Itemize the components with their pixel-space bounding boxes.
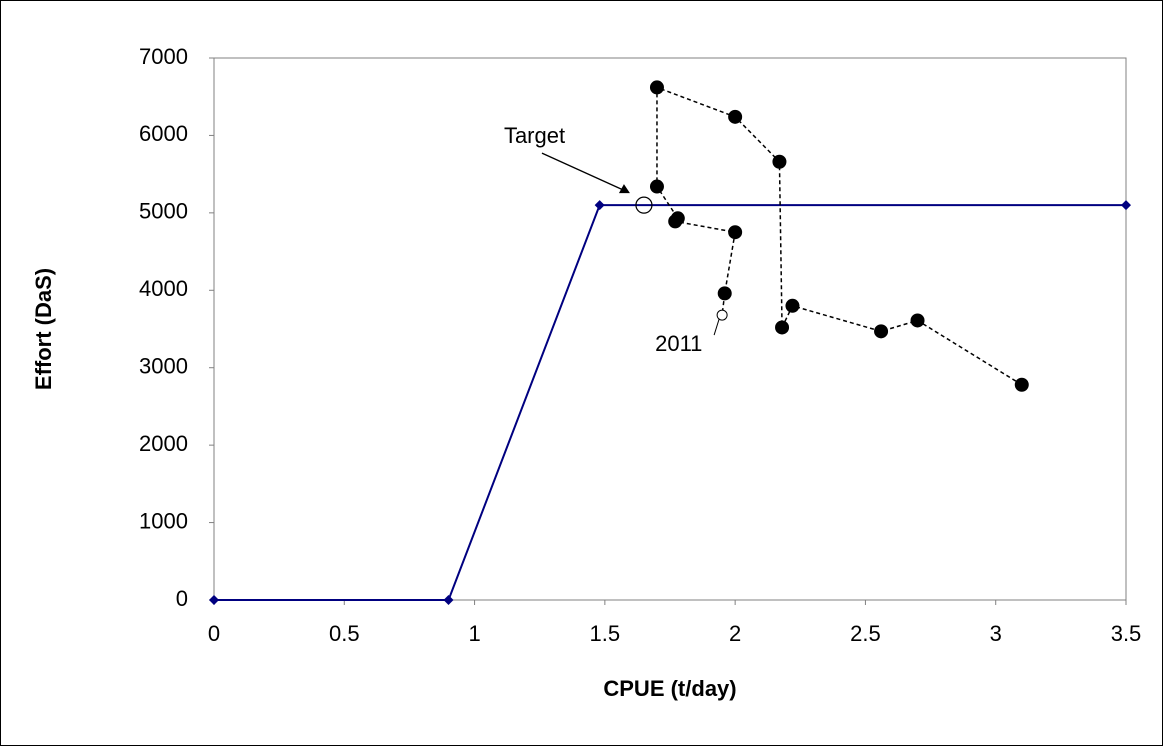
series-line [214,204,1126,601]
x-tick-label: 3 [990,621,1002,646]
point-marker [728,225,743,240]
point-marker [717,286,732,301]
point-marker [1014,377,1029,392]
y-tick-label: 0 [176,586,188,611]
point-marker [728,109,743,124]
point-marker [1121,200,1131,211]
target-marker [635,196,653,214]
x-tick-label: 2 [729,621,741,646]
y-axis-title: Effort (DaS) [31,268,56,390]
y-tick-label: 3000 [139,354,188,379]
point-marker [716,309,728,321]
y-tick-label: 2000 [139,431,188,456]
x-tick-label: 2.5 [850,621,881,646]
point-marker [594,200,605,211]
annotation-leader [713,318,720,336]
point-marker [785,298,800,313]
point-marker [443,595,454,605]
point-marker [649,80,664,95]
annotation-arrow [541,152,629,193]
point-marker [668,214,683,229]
point-marker [649,179,664,194]
x-tick-label: 0 [208,621,220,646]
point-marker [772,154,787,169]
annotation-arrowhead [618,184,630,194]
point-marker [209,595,219,605]
annotation-text: 2011 [655,331,702,356]
x-tick-label: 1.5 [590,621,621,646]
y-tick-label: 4000 [139,276,188,301]
y-tick-label: 1000 [139,508,188,533]
y-tick-label: 5000 [139,199,188,224]
y-tick-label: 7000 [139,44,188,69]
point-marker [775,320,790,335]
point-marker [874,324,889,339]
x-tick-label: 1 [468,621,480,646]
point-marker [910,313,925,328]
annotation-text: Target [504,123,565,148]
x-tick-label: 3.5 [1111,621,1142,646]
x-tick-label: 0.5 [329,621,360,646]
y-tick-label: 6000 [139,121,188,146]
series-line [656,86,1023,386]
x-axis-title: CPUE (t/day) [603,676,736,701]
plot-area [213,57,1127,601]
